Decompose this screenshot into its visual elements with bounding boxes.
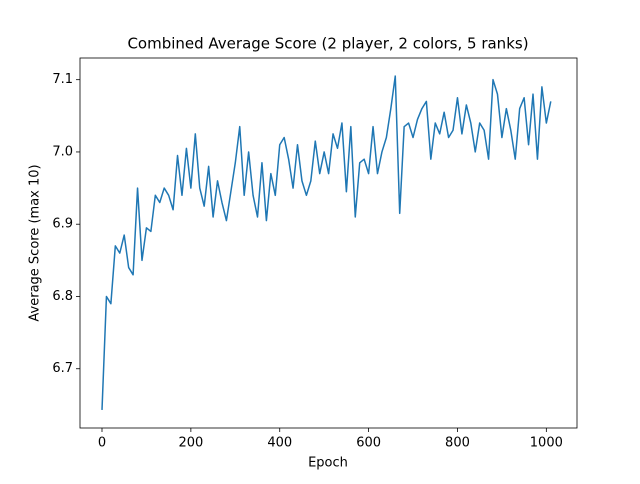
y-tick-label: 6.8 <box>52 289 73 304</box>
chart-title: Combined Average Score (2 player, 2 colo… <box>127 35 528 53</box>
x-tick-label: 0 <box>98 436 106 451</box>
x-tick-label: 1000 <box>530 436 563 451</box>
y-axis-label: Average Score (max 10) <box>28 164 43 321</box>
x-tick-label: 200 <box>178 436 203 451</box>
y-tick-label: 6.7 <box>52 361 73 376</box>
x-tick-label: 600 <box>356 436 381 451</box>
x-tick-label: 400 <box>267 436 292 451</box>
y-tick-label: 7.0 <box>52 144 73 159</box>
data-line <box>101 75 552 410</box>
y-tick-label: 7.1 <box>52 72 73 87</box>
x-axis-label: Epoch <box>308 456 348 471</box>
y-tick-label: 6.9 <box>52 217 73 232</box>
plot-frame <box>79 57 578 429</box>
x-tick-label: 800 <box>445 436 470 451</box>
